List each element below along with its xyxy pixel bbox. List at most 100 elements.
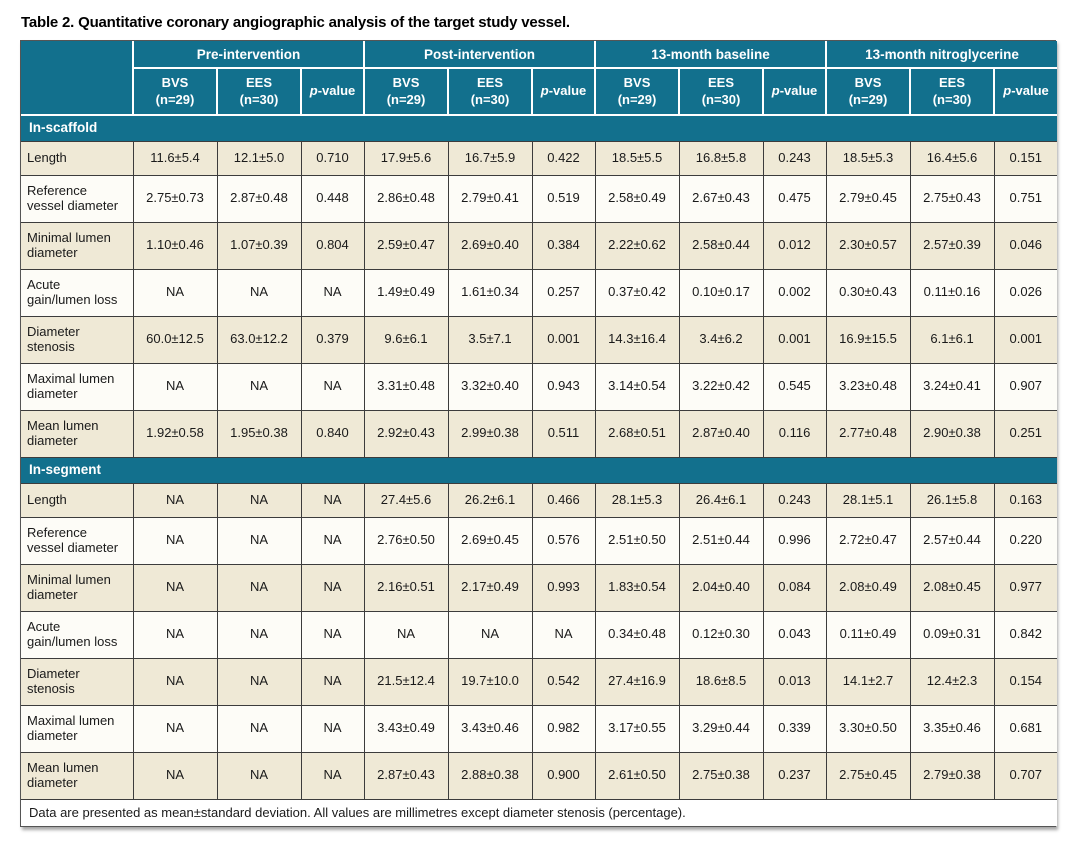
value-cell: 2.75±0.38 bbox=[678, 751, 764, 800]
value-cell: 3.5±7.1 bbox=[447, 315, 533, 364]
table-row: Diameter stenosis NA NA NA 21.5±12.4 19.7±10.… bbox=[21, 657, 1058, 706]
arm-header: BVS (n=29) bbox=[132, 67, 218, 116]
pvalue-cell: 0.251 bbox=[993, 409, 1058, 458]
value-cell: 16.9±15.5 bbox=[825, 315, 911, 364]
group-header: Post-intervention bbox=[363, 41, 597, 69]
header-row-groups: Pre-intervention Post-intervention 13-mont… bbox=[21, 41, 1058, 116]
value-cell: 2.17±0.49 bbox=[447, 563, 533, 612]
value-cell: NA bbox=[132, 751, 218, 800]
value-cell: NA bbox=[216, 362, 302, 411]
pvalue-cell: 0.043 bbox=[762, 610, 827, 659]
value-cell: 2.90±0.38 bbox=[909, 409, 995, 458]
table-body: In-scaffold Length 11.6±5.4 12.1±5.0 0.710 17… bbox=[21, 115, 1058, 800]
row-label: Reference vessel diameter bbox=[21, 516, 134, 565]
value-cell: 3.14±0.54 bbox=[594, 362, 680, 411]
value-cell: 3.31±0.48 bbox=[363, 362, 449, 411]
pvalue-cell: 0.026 bbox=[993, 268, 1058, 317]
row-label: Acute gain/lumen loss bbox=[21, 610, 134, 659]
row-label: Minimal lumen diameter bbox=[21, 563, 134, 612]
value-cell: 27.4±5.6 bbox=[363, 482, 449, 518]
row-label: Diameter stenosis bbox=[21, 315, 134, 364]
value-cell: 18.5±5.3 bbox=[825, 140, 911, 176]
pvalue-cell: 0.681 bbox=[993, 704, 1058, 753]
pvalue-cell: 0.900 bbox=[531, 751, 596, 800]
value-cell: 0.11±0.16 bbox=[909, 268, 995, 317]
table-row: Minimal lumen diameter NA NA NA 2.16±0.51 2.1… bbox=[21, 563, 1058, 612]
pvalue-cell: 0.116 bbox=[762, 409, 827, 458]
value-cell: 2.87±0.48 bbox=[216, 174, 302, 223]
value-cell: 2.51±0.50 bbox=[594, 516, 680, 565]
value-cell: 17.9±5.6 bbox=[363, 140, 449, 176]
value-cell: 2.92±0.43 bbox=[363, 409, 449, 458]
arm-header: EES (n=30) bbox=[678, 67, 765, 116]
pvalue-cell: 0.710 bbox=[300, 140, 365, 176]
table-row: Mean lumen diameter 1.92±0.58 1.95±0.38 0.8… bbox=[21, 409, 1058, 458]
value-cell: 2.67±0.43 bbox=[678, 174, 764, 223]
row-label: Minimal lumen diameter bbox=[21, 221, 134, 270]
pvalue-cell: 0.982 bbox=[531, 704, 596, 753]
pvalue-cell: 0.996 bbox=[762, 516, 827, 565]
pvalue-cell: 0.237 bbox=[762, 751, 827, 800]
pvalue-cell: 0.001 bbox=[993, 315, 1058, 364]
value-cell: 0.11±0.49 bbox=[825, 610, 911, 659]
pvalue-cell: 0.576 bbox=[531, 516, 596, 565]
value-cell: NA bbox=[216, 268, 302, 317]
value-cell: 1.92±0.58 bbox=[132, 409, 218, 458]
value-cell: NA bbox=[132, 704, 218, 753]
value-cell: NA bbox=[216, 563, 302, 612]
value-cell: 3.43±0.46 bbox=[447, 704, 533, 753]
value-cell: 1.95±0.38 bbox=[216, 409, 302, 458]
pvalue-cell: 0.707 bbox=[993, 751, 1058, 800]
row-label: Reference vessel diameter bbox=[21, 174, 134, 223]
value-cell: 2.57±0.39 bbox=[909, 221, 995, 270]
value-cell: NA bbox=[132, 362, 218, 411]
value-cell: 2.58±0.49 bbox=[594, 174, 680, 223]
pvalue-cell: 0.466 bbox=[531, 482, 596, 518]
value-cell: NA bbox=[363, 610, 449, 659]
value-cell: 2.68±0.51 bbox=[594, 409, 680, 458]
value-cell: 3.23±0.48 bbox=[825, 362, 911, 411]
pvalue-cell: NA bbox=[300, 704, 365, 753]
value-cell: NA bbox=[216, 482, 302, 518]
pvalue-cell: 0.993 bbox=[531, 563, 596, 612]
qca-table: Pre-intervention Post-intervention 13-mont… bbox=[21, 41, 1058, 826]
table-row: Mean lumen diameter NA NA NA 2.87±0.43 2.88±0… bbox=[21, 751, 1058, 800]
header-row-arms: BVS (n=29) EES (n=30) p-value BVS (n=29) EES (n=… bbox=[21, 67, 1058, 116]
value-cell: 2.77±0.48 bbox=[825, 409, 911, 458]
row-label: Mean lumen diameter bbox=[21, 409, 134, 458]
pvalue-cell: NA bbox=[300, 657, 365, 706]
arm-header: EES (n=30) bbox=[216, 67, 302, 116]
pvalue-cell: NA bbox=[300, 516, 365, 565]
row-label: Diameter stenosis bbox=[21, 657, 134, 706]
value-cell: NA bbox=[447, 610, 533, 659]
pvalue-cell: 0.012 bbox=[762, 221, 827, 270]
row-label: Length bbox=[21, 140, 134, 176]
pvalue-cell: 0.243 bbox=[762, 482, 827, 518]
row-label: Acute gain/lumen loss bbox=[21, 268, 134, 317]
pvalue-cell: 0.545 bbox=[762, 362, 827, 411]
arm-header: BVS (n=29) bbox=[363, 67, 450, 116]
group-header: 13-month nitroglycerine bbox=[825, 41, 1058, 69]
pvalue-cell: 0.379 bbox=[300, 315, 365, 364]
footnote-row: Data are presented as mean±standard devi… bbox=[21, 798, 1058, 826]
value-cell: 3.29±0.44 bbox=[678, 704, 764, 753]
value-cell: 2.72±0.47 bbox=[825, 516, 911, 565]
row-label: Maximal lumen diameter bbox=[21, 704, 134, 753]
row-label: Length bbox=[21, 482, 134, 518]
value-cell: 3.30±0.50 bbox=[825, 704, 911, 753]
value-cell: 18.6±8.5 bbox=[678, 657, 764, 706]
value-cell: 14.3±16.4 bbox=[594, 315, 680, 364]
value-cell: 26.4±6.1 bbox=[678, 482, 764, 518]
arm-header: EES (n=30) bbox=[447, 67, 534, 116]
value-cell: 21.5±12.4 bbox=[363, 657, 449, 706]
pvalue-cell: NA bbox=[300, 362, 365, 411]
value-cell: 3.17±0.55 bbox=[594, 704, 680, 753]
row-label: Mean lumen diameter bbox=[21, 751, 134, 800]
pvalue-cell: 0.046 bbox=[993, 221, 1058, 270]
pvalue-cell: NA bbox=[300, 751, 365, 800]
pvalue-cell: 0.220 bbox=[993, 516, 1058, 565]
page: Table 2. Quantitative coronary angiograp… bbox=[20, 14, 1058, 827]
pvalue-header: p-value bbox=[299, 67, 366, 116]
arm-header: BVS (n=29) bbox=[825, 67, 912, 116]
value-cell: 60.0±12.5 bbox=[132, 315, 218, 364]
